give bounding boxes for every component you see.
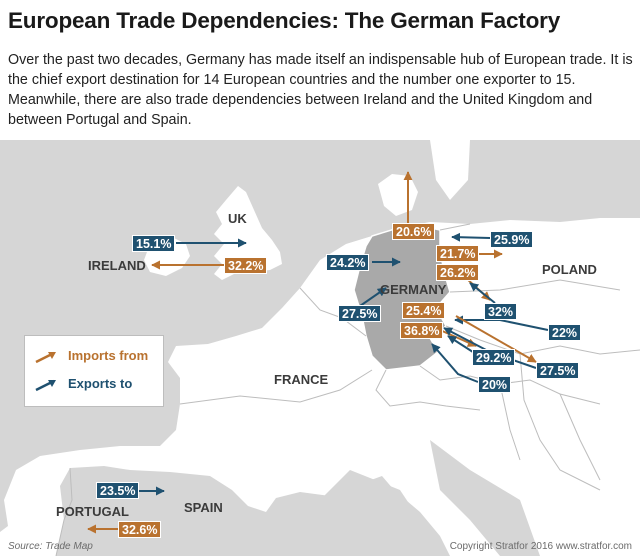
- flow-label-austria-import: 25.4%: [402, 302, 446, 319]
- land-britain: [214, 186, 282, 280]
- land-continent: [0, 218, 640, 556]
- intro-text: Over the past two decades, Germany has m…: [8, 52, 633, 128]
- europe-map: UK IRELAND GERMANY POLAND FRANCE SPAIN P…: [0, 140, 640, 556]
- country-label-germany: GERMANY: [380, 282, 447, 297]
- country-label-france: FRANCE: [274, 372, 329, 387]
- flow-label-spain-portugal-import: 32.6%: [118, 521, 162, 538]
- legend-imports: Imports from: [25, 346, 165, 366]
- flow-label-poland-export: 25.9%: [490, 231, 534, 248]
- country-label-poland: POLAND: [542, 262, 597, 277]
- copyright-note: Copyright Stratfor 2016 www.stratfor.com: [449, 541, 632, 552]
- flow-label-portugal-spain-export: 23.5%: [96, 482, 140, 499]
- arrow-poland-export: [451, 232, 491, 242]
- page-title: European Trade Dependencies: The German …: [8, 8, 561, 33]
- legend-imports-label: Imports from: [68, 348, 149, 363]
- land-sweden: [430, 140, 470, 200]
- flow-label-poland-import: 21.7%: [436, 245, 480, 262]
- arrow-belgium-export: [359, 287, 387, 307]
- imports-arrow-icon: [35, 351, 56, 364]
- arrow-austria-import: [455, 315, 537, 363]
- sea-tyrrhenian: [300, 470, 440, 556]
- flow-label-slovenia-export: 20%: [478, 376, 512, 393]
- land-denmark: [378, 174, 418, 216]
- flow-label-ireland-uk-export: 15.1%: [132, 235, 176, 252]
- legend-exports: Exports to: [25, 374, 165, 394]
- arrow-slovakia-export: [454, 315, 549, 331]
- legend-exports-label: Exports to: [68, 376, 133, 391]
- map-shapes: [0, 140, 640, 556]
- arrow-slovenia-export: [431, 343, 479, 383]
- flow-label-germany-west-export: 24.2%: [326, 254, 370, 271]
- country-label-ireland: IRELAND: [88, 258, 146, 273]
- flow-label-hungary-import: 36.8%: [400, 322, 444, 339]
- exports-arrow-icon: [35, 379, 56, 392]
- legend: Imports from Exports to: [24, 335, 164, 407]
- sea-adriatic: [430, 440, 540, 556]
- flow-label-uk-ireland-import: 32.2%: [224, 257, 268, 274]
- flow-label-belgium-export: 27.5%: [338, 305, 382, 322]
- flow-label-czech-import: 26.2%: [436, 264, 480, 281]
- arrow-hungary-export: [447, 335, 477, 355]
- flow-label-north-import: 20.6%: [392, 223, 436, 240]
- country-label-spain: SPAIN: [184, 500, 223, 515]
- flow-label-southeast-export: 27.5%: [536, 362, 580, 379]
- flow-label-czech-export: 32%: [484, 303, 518, 320]
- arrow-czech-export: [469, 282, 496, 304]
- flow-label-hungary-export: 29.2%: [472, 349, 516, 366]
- source-note: Source: Trade Map: [8, 541, 93, 552]
- country-label-uk: UK: [228, 211, 247, 226]
- country-label-portugal: PORTUGAL: [56, 504, 129, 519]
- flow-label-slovakia-export: 22%: [548, 324, 582, 341]
